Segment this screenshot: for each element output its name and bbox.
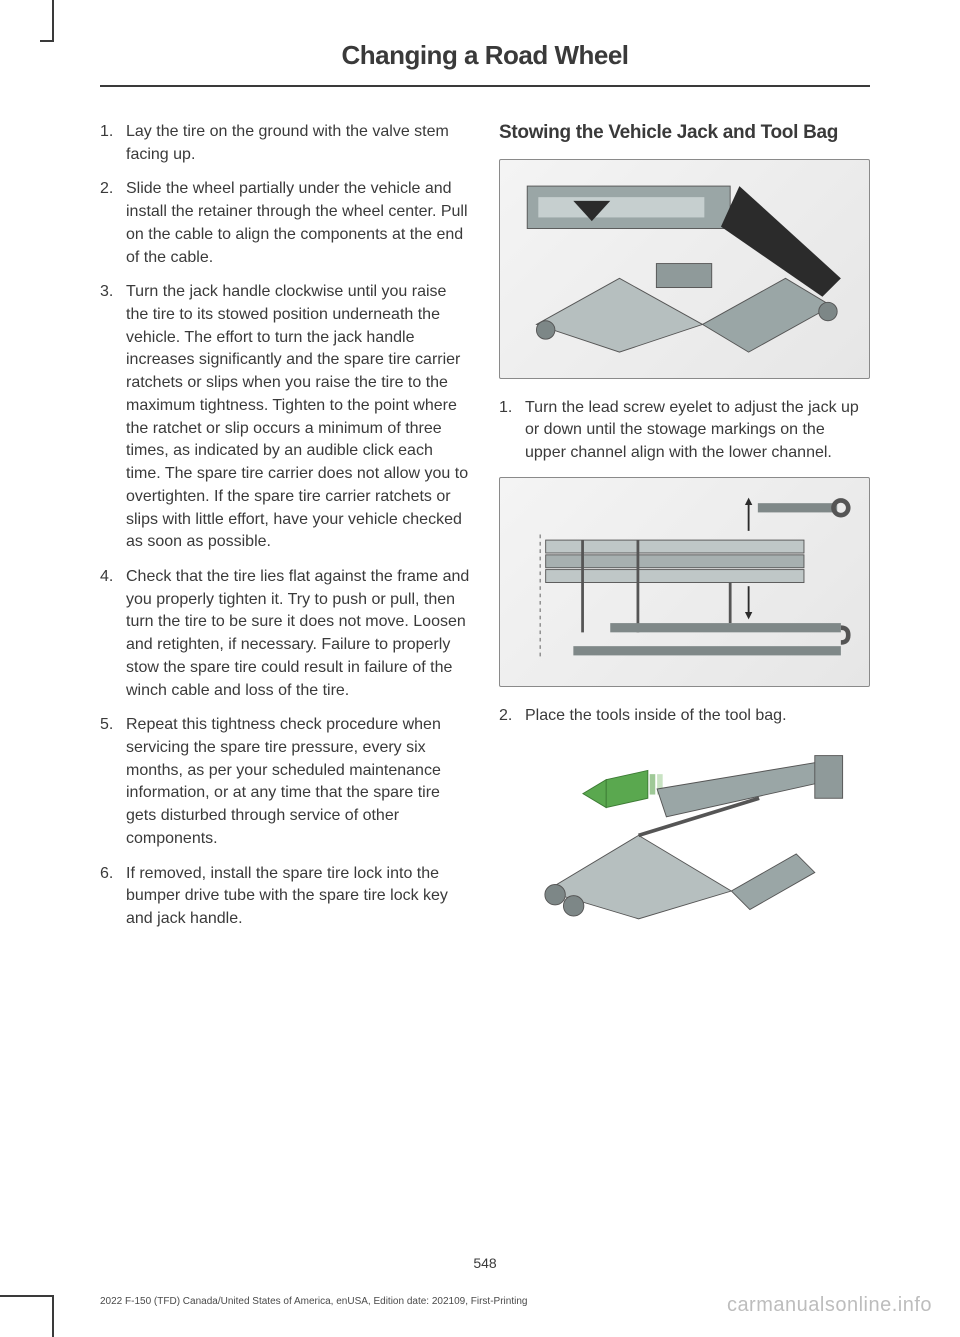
list-item: 3. Turn the jack handle clockwise until … <box>100 281 471 554</box>
list-text: Lay the tire on the ground with the valv… <box>126 121 471 166</box>
figure-jack-callout <box>499 159 870 379</box>
right-column: Stowing the Vehicle Jack and Tool Bag <box>499 121 870 958</box>
figure-jack-arrow <box>499 740 870 940</box>
watermark: carmanualsonline.info <box>727 1294 932 1317</box>
list-text: Repeat this tightness check procedure wh… <box>126 714 471 850</box>
list-text: Slide the wheel partially under the vehi… <box>126 178 471 269</box>
list-item: 5. Repeat this tightness check procedure… <box>100 714 471 850</box>
chapter-title: Changing a Road Wheel <box>100 40 870 87</box>
list-number: 3. <box>100 281 126 554</box>
list-number: 4. <box>100 566 126 702</box>
list-item: 1. Turn the lead screw eyelet to adjust … <box>499 397 870 465</box>
section-heading: Stowing the Vehicle Jack and Tool Bag <box>499 121 870 145</box>
page-number: 548 <box>50 1255 920 1271</box>
two-column-layout: 1. Lay the tire on the ground with the v… <box>100 121 870 958</box>
list-item: 1. Lay the tire on the ground with the v… <box>100 121 471 166</box>
list-number: 1. <box>499 397 525 465</box>
list-item: 6. If removed, install the spare tire lo… <box>100 863 471 931</box>
jack-illustration-icon <box>518 171 850 367</box>
jack-arrow-icon <box>518 750 852 930</box>
list-item: 4. Check that the tire lies flat against… <box>100 566 471 702</box>
list-text: If removed, install the spare tire lock … <box>126 863 471 931</box>
list-item: 2. Place the tools inside of the tool ba… <box>499 705 870 728</box>
list-item: 2. Slide the wheel partially under the v… <box>100 178 471 269</box>
list-number: 6. <box>100 863 126 931</box>
list-number: 5. <box>100 714 126 850</box>
list-text: Place the tools inside of the tool bag. <box>525 705 870 728</box>
footer-meta: 2022 F-150 (TFD) Canada/United States of… <box>100 1296 527 1307</box>
list-text: Turn the lead screw eyelet to adjust the… <box>525 397 870 465</box>
list-number: 2. <box>100 178 126 269</box>
left-column: 1. Lay the tire on the ground with the v… <box>100 121 471 958</box>
list-number: 1. <box>100 121 126 166</box>
figure-alignment-diagram <box>499 477 870 687</box>
list-number: 2. <box>499 705 525 728</box>
page-content: Changing a Road Wheel 1. Lay the tire on… <box>50 0 920 1337</box>
alignment-diagram-icon <box>518 488 850 675</box>
list-text: Check that the tire lies flat against th… <box>126 566 471 702</box>
list-text: Turn the jack handle clockwise until you… <box>126 281 471 554</box>
crop-mark <box>0 1295 54 1337</box>
